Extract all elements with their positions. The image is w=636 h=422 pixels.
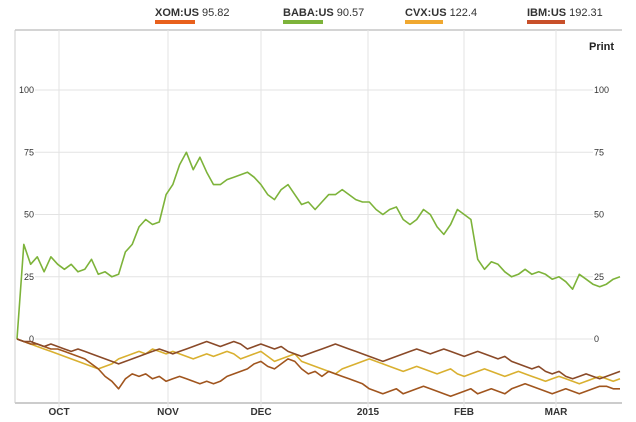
y-tick-label-left: 75 (24, 147, 34, 157)
y-tick-label-left: 25 (24, 272, 34, 282)
legend-item-cvx-us[interactable]: CVX:US 122.4 (405, 7, 478, 24)
legend: XOM:US 95.82 BABA:US 90.57 CVX:US 122.4 IBM:US… (0, 0, 636, 30)
legend-symbol: BABA:US (283, 7, 334, 19)
series-line-ibm-us (16, 338, 621, 380)
legend-value: 192.31 (569, 7, 603, 19)
legend-swatch (405, 20, 443, 24)
x-tick-label: DEC (250, 407, 271, 418)
y-tick-label-right: 50 (594, 210, 604, 220)
y-tick-label-right: 25 (594, 272, 604, 282)
y-tick-label-left: 0 (29, 334, 34, 344)
series-line-xom-us (16, 338, 620, 398)
legend-value: 122.4 (449, 7, 478, 19)
legend-swatch (283, 20, 323, 24)
y-tick-label-right: 0 (594, 334, 599, 344)
legend-symbol: XOM:US (155, 7, 199, 19)
legend-value: 95.82 (202, 7, 230, 19)
legend-swatch (155, 20, 195, 24)
y-tick-label-left: 50 (24, 210, 34, 220)
y-tick-label-right: 75 (594, 147, 604, 157)
x-tick-label: MAR (545, 407, 569, 418)
y-tick-label-right: 100 (594, 85, 609, 95)
legend-swatch (527, 20, 565, 24)
x-tick-label: FEB (454, 407, 474, 418)
legend-symbol: IBM:US (527, 7, 567, 19)
x-tick-label: NOV (157, 407, 179, 418)
y-tick-label-left: 100 (19, 85, 34, 95)
legend-item-baba-us[interactable]: BABA:US 90.57 (283, 7, 365, 24)
legend-item-ibm-us[interactable]: IBM:US 192.31 (527, 7, 603, 24)
legend-symbol: CVX:US (405, 7, 447, 19)
series-line-baba-us (16, 151, 621, 340)
series-line-cvx-us (16, 338, 621, 385)
print-button[interactable]: Print (589, 41, 615, 53)
legend-item-xom-us[interactable]: XOM:US 95.82 (155, 7, 230, 24)
x-tick-label: OCT (48, 407, 69, 418)
x-tick-label: 2015 (357, 407, 380, 418)
legend-value: 90.57 (336, 7, 365, 19)
